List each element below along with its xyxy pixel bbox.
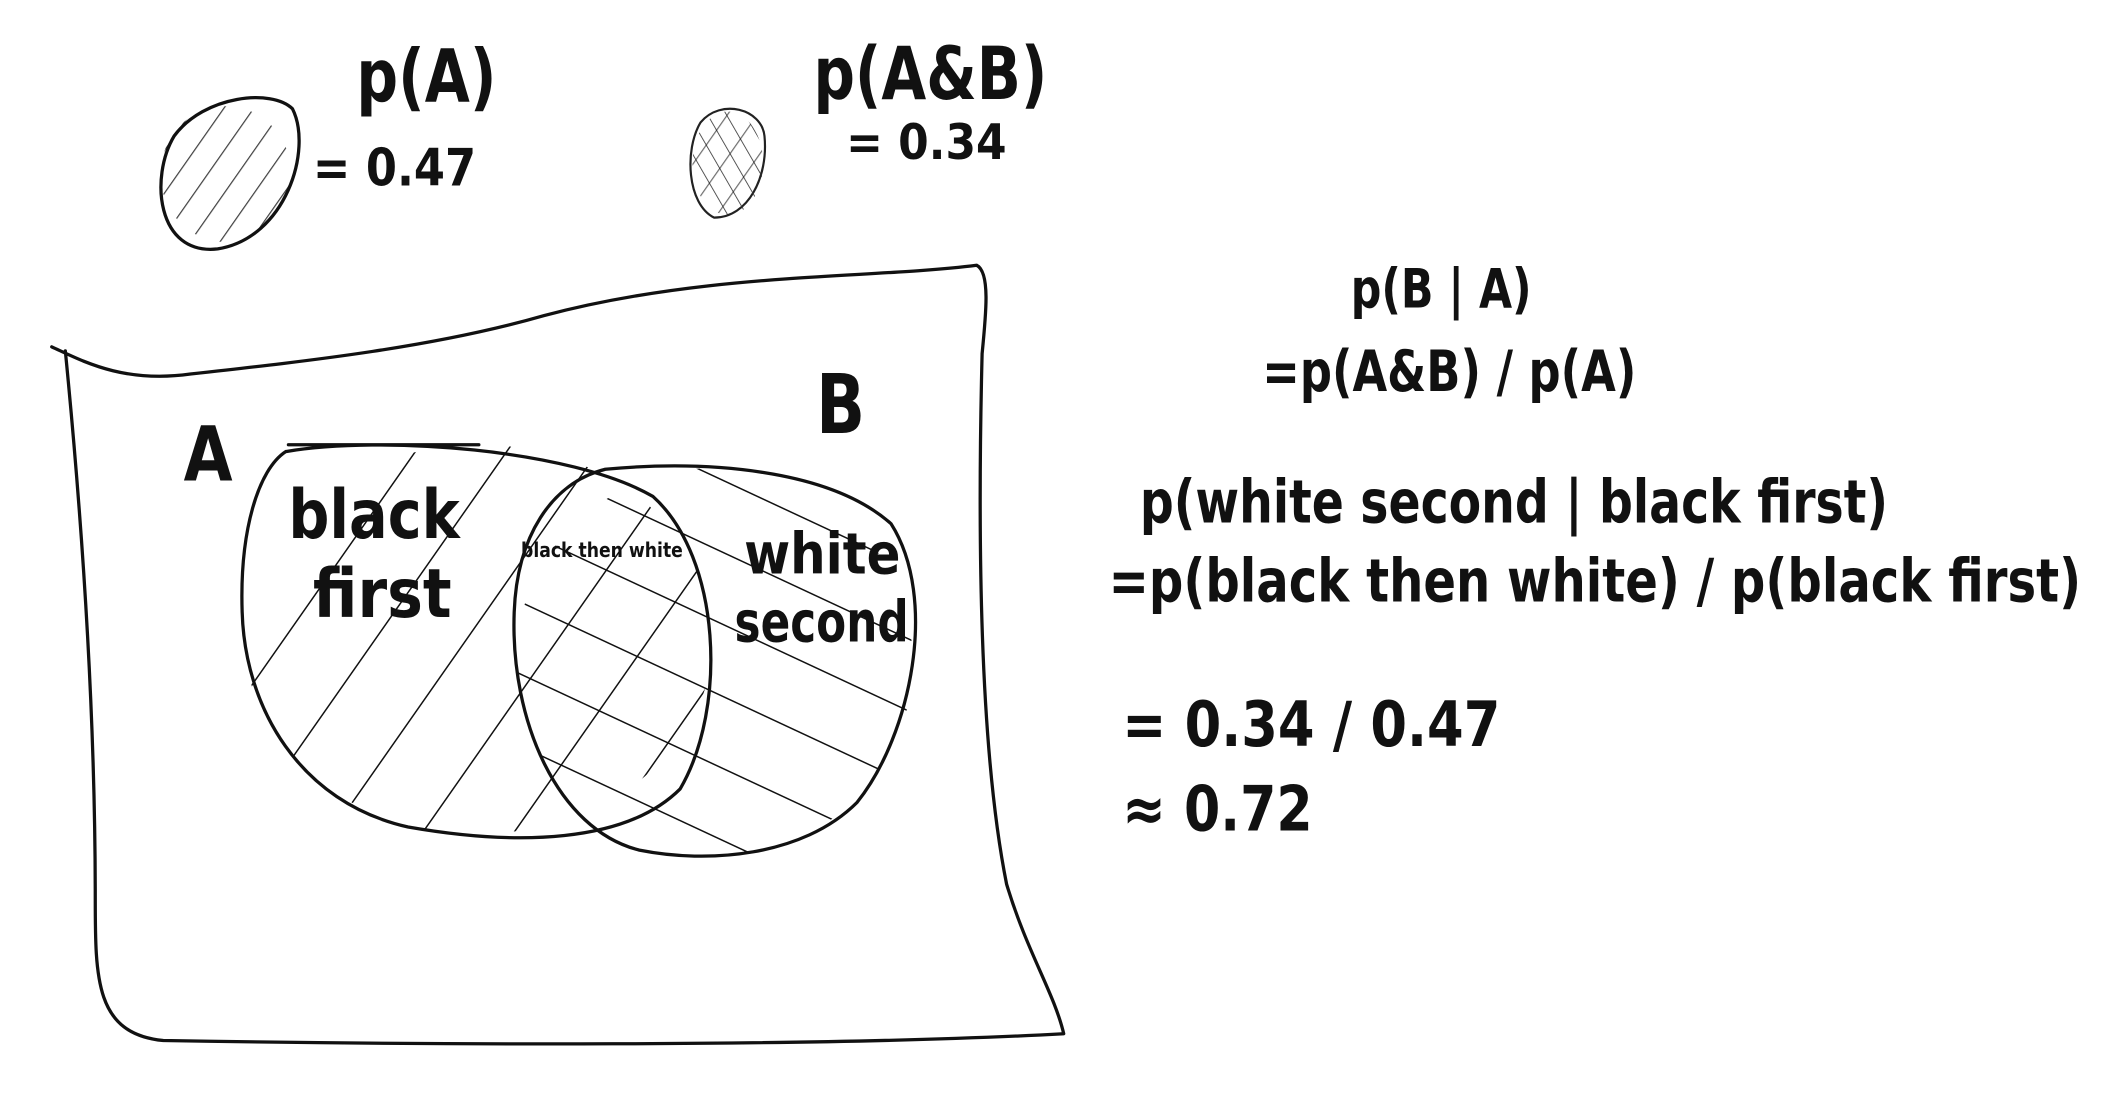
hatch-b: [515, 467, 913, 857]
formula: =p(black then white) / p(black first): [1109, 546, 2082, 616]
legend-value: = 0.34: [846, 114, 1007, 171]
formula: ≈ 0.72: [1122, 772, 1312, 845]
region-label: first: [313, 555, 452, 634]
formula: p(white second | black first): [1140, 468, 1888, 538]
region-label: black: [288, 476, 461, 555]
formula: = 0.34 / 0.47: [1122, 688, 1500, 761]
formula: p(B | A): [1351, 258, 1532, 322]
circle-a: [240, 443, 713, 840]
legend-label: p(A): [356, 35, 496, 120]
region-label: second: [735, 589, 909, 655]
formula: =p(A&B) / p(A): [1262, 339, 1636, 405]
circle-b: [512, 464, 918, 858]
legend-swatch-a: [150, 95, 306, 258]
universe-frame: [50, 263, 1066, 1046]
legend-value: = 0.47: [313, 138, 476, 198]
intersection-label: black then white: [521, 538, 683, 562]
legend-swatch-ab: [684, 102, 772, 224]
set-label: A: [184, 410, 233, 499]
set-label: B: [816, 358, 865, 453]
legend-label: p(A&B): [813, 32, 1047, 117]
region-label: white: [744, 521, 900, 587]
